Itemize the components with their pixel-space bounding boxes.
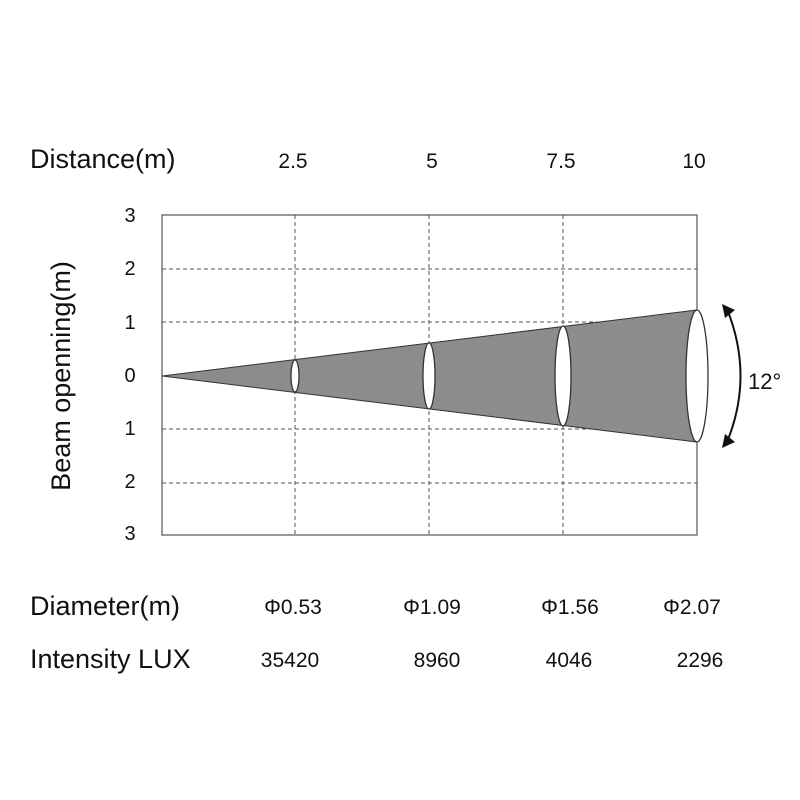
y-tick-label: 2 [124, 471, 135, 493]
beam-opening-label: Beam openning(m) [46, 261, 76, 491]
intensity-value: 4046 [546, 649, 593, 672]
distance-value: 7.5 [546, 150, 575, 173]
grid [162, 215, 697, 535]
diameter-label: Diameter(m) [30, 591, 180, 621]
y-tick-label: 1 [124, 418, 135, 440]
beam-section [422, 342, 436, 410]
angle-arc [722, 304, 742, 448]
distance-value: 5 [426, 150, 438, 173]
intensity-value: 35420 [261, 649, 319, 672]
beam-angle-label: 12° [748, 369, 781, 394]
y-tick-label: 0 [124, 365, 135, 387]
arrow-up-icon [722, 304, 735, 318]
y-tick-label: 3 [124, 205, 135, 227]
distance-value: 2.5 [278, 150, 307, 173]
distance-label: Distance(m) [30, 144, 176, 174]
intensity-value: 8960 [414, 649, 461, 672]
beam-section [554, 325, 572, 427]
intensity-label: Intensity LUX [30, 644, 191, 674]
diameter-value: Φ2.07 [663, 596, 721, 619]
y-tick-label: 1 [124, 312, 135, 334]
intensity-value: 2296 [677, 649, 724, 672]
y-tick-label: 2 [124, 258, 135, 280]
diameter-value: Φ1.56 [541, 596, 599, 619]
diameter-value: Φ1.09 [403, 596, 461, 619]
arrow-down-icon [722, 434, 735, 448]
distance-value: 10 [682, 150, 705, 173]
beam-section [685, 309, 709, 443]
beam-section [290, 359, 300, 393]
diameter-value: Φ0.53 [264, 596, 322, 619]
y-tick-label: 3 [124, 523, 135, 545]
